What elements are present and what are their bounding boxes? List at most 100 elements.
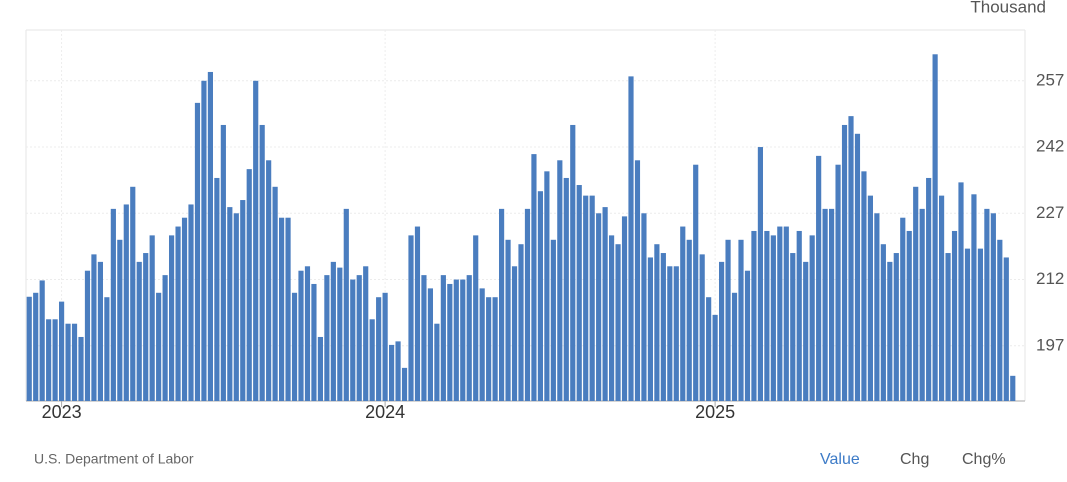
bar bbox=[52, 319, 58, 401]
bar bbox=[790, 253, 796, 401]
bar bbox=[518, 244, 524, 401]
bar bbox=[621, 216, 628, 401]
bar bbox=[770, 235, 776, 401]
bar bbox=[634, 160, 641, 401]
bar bbox=[26, 296, 32, 401]
bar bbox=[602, 207, 608, 401]
bar bbox=[220, 124, 226, 401]
bar bbox=[466, 275, 472, 401]
bar bbox=[744, 270, 751, 401]
bar bbox=[71, 323, 78, 401]
bar bbox=[822, 208, 828, 401]
bar bbox=[311, 283, 317, 401]
bar bbox=[97, 261, 103, 401]
bar bbox=[259, 124, 265, 401]
bar bbox=[486, 297, 492, 401]
bar bbox=[369, 319, 375, 401]
bar bbox=[906, 230, 912, 401]
bar bbox=[389, 344, 395, 401]
bar bbox=[958, 182, 964, 401]
button[interactable]: Value bbox=[820, 451, 860, 468]
y-tick-label: 257 bbox=[1036, 70, 1064, 89]
bar bbox=[149, 235, 155, 401]
bar bbox=[511, 266, 518, 401]
x-tick-label: 2025 bbox=[695, 402, 735, 422]
bar bbox=[816, 155, 822, 401]
bar bbox=[337, 267, 343, 401]
bar bbox=[984, 208, 990, 401]
bar bbox=[136, 261, 142, 401]
bar bbox=[376, 297, 382, 401]
bar bbox=[356, 275, 362, 401]
bar bbox=[414, 226, 421, 401]
bar bbox=[143, 253, 149, 401]
bar bbox=[913, 186, 919, 401]
bar bbox=[291, 292, 298, 401]
bar bbox=[783, 226, 789, 401]
y-tick-label: 242 bbox=[1036, 137, 1064, 156]
bar bbox=[867, 195, 873, 401]
bar bbox=[673, 266, 679, 401]
bar bbox=[841, 124, 848, 401]
bar bbox=[977, 248, 983, 401]
bar bbox=[829, 208, 835, 401]
y-tick-label: 197 bbox=[1036, 335, 1064, 354]
bar bbox=[479, 288, 485, 401]
button[interactable]: Chg% bbox=[962, 451, 1006, 468]
bar bbox=[641, 213, 647, 401]
bar bbox=[809, 235, 815, 401]
bar bbox=[214, 177, 220, 401]
bar bbox=[123, 204, 129, 401]
bar bbox=[298, 270, 304, 401]
bar bbox=[854, 133, 861, 401]
button[interactable]: Chg bbox=[900, 451, 929, 468]
bar bbox=[926, 177, 932, 401]
bar bbox=[719, 261, 725, 401]
bar bbox=[175, 226, 181, 401]
bar bbox=[65, 323, 71, 401]
bar bbox=[945, 253, 951, 401]
bar bbox=[596, 213, 602, 401]
bar bbox=[874, 213, 880, 401]
bar bbox=[997, 239, 1003, 401]
bar bbox=[951, 230, 958, 401]
bar bbox=[117, 239, 123, 401]
bar bbox=[725, 239, 731, 401]
bar bbox=[570, 124, 576, 401]
bar bbox=[660, 253, 666, 401]
bar bbox=[777, 226, 783, 401]
source: U.S. Department of Labor bbox=[34, 451, 194, 467]
bar bbox=[990, 213, 996, 401]
bar bbox=[453, 279, 459, 401]
bar bbox=[964, 248, 971, 401]
bar bbox=[78, 336, 84, 401]
y-tick-label: 212 bbox=[1036, 269, 1064, 288]
bar bbox=[240, 200, 246, 401]
bar bbox=[971, 194, 977, 401]
bar bbox=[285, 217, 291, 401]
bar bbox=[492, 297, 498, 401]
bar bbox=[207, 71, 213, 401]
bar bbox=[156, 292, 162, 401]
bar bbox=[499, 208, 505, 401]
bar bbox=[382, 292, 388, 401]
bar bbox=[848, 116, 854, 401]
bar bbox=[201, 80, 207, 402]
bar bbox=[33, 292, 39, 401]
bar bbox=[893, 253, 899, 401]
bar bbox=[731, 292, 738, 401]
bar bbox=[796, 230, 802, 401]
bar bbox=[563, 177, 569, 401]
bar bbox=[861, 171, 867, 401]
bar bbox=[408, 235, 414, 401]
bar bbox=[609, 235, 615, 401]
bar bbox=[1003, 257, 1009, 401]
bar bbox=[576, 185, 582, 401]
bar bbox=[544, 171, 550, 401]
bar bbox=[557, 160, 563, 401]
bar bbox=[1010, 375, 1016, 401]
bar bbox=[473, 235, 479, 401]
bar bbox=[188, 204, 194, 401]
bar bbox=[363, 266, 369, 401]
bar bbox=[46, 319, 52, 401]
